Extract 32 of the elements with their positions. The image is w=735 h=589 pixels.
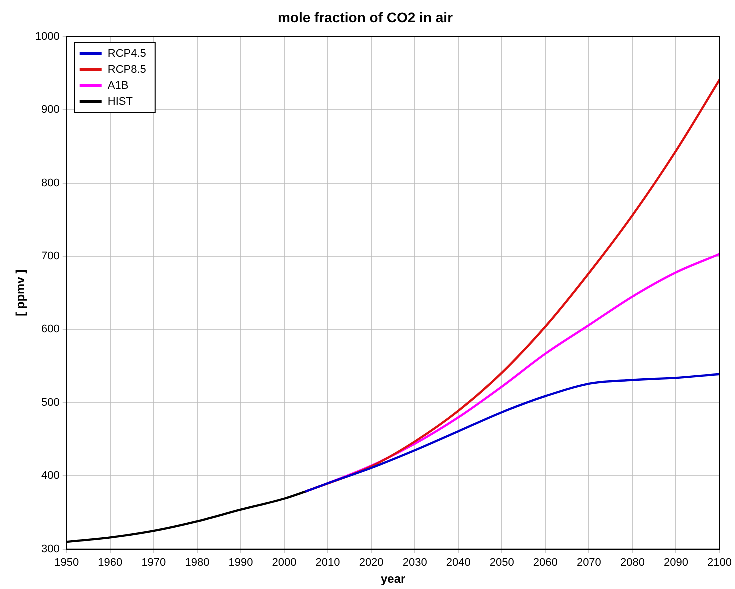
- legend-label: RCP8.5: [108, 64, 146, 76]
- x-tick-label: 2010: [316, 557, 340, 570]
- x-tick-label: 2000: [272, 557, 297, 570]
- x-tick-label: 1970: [142, 557, 166, 570]
- x-tick-label: 2020: [359, 557, 384, 570]
- x-tick-label: 1990: [228, 557, 254, 570]
- y-tick-label: 900: [42, 104, 60, 116]
- chart-title: mole fraction of CO2 in air: [278, 9, 454, 26]
- x-tick-label: 1950: [54, 557, 80, 570]
- y-tick-label: 700: [42, 250, 60, 263]
- legend-label: RCP4.5: [108, 48, 146, 60]
- x-tick-label: 2060: [533, 557, 558, 570]
- x-tick-label: 2090: [664, 557, 688, 570]
- y-tick-label: 500: [42, 396, 60, 409]
- y-tick-label: 800: [42, 177, 60, 190]
- legend-label: HIST: [108, 96, 134, 108]
- y-axis-title: [ ppmv ]: [14, 270, 28, 316]
- x-tick-label: 2100: [708, 557, 732, 570]
- x-tick-label: 2040: [446, 557, 471, 570]
- x-axis-title: year: [380, 572, 406, 586]
- y-tick-label: 600: [42, 324, 60, 336]
- x-tick-label: 2080: [620, 557, 645, 570]
- x-tick-label: 2030: [402, 557, 428, 570]
- legend-label: A1B: [108, 80, 129, 92]
- x-tick-label: 2050: [490, 557, 514, 570]
- line-series: [305, 373, 720, 493]
- x-tick-label: 2070: [576, 557, 602, 570]
- x-tick-label: 1960: [98, 557, 123, 570]
- y-tick-label: 300: [42, 543, 60, 556]
- y-tick-label: 400: [42, 470, 60, 482]
- y-tick-label: 1000: [35, 30, 60, 43]
- x-tick-label: 1980: [185, 557, 210, 570]
